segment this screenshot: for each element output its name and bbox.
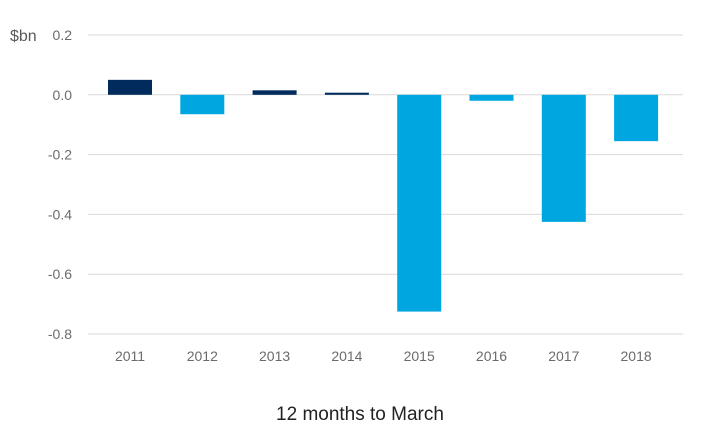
x-tick-label: 2014 bbox=[331, 348, 362, 364]
bar-2014 bbox=[324, 92, 369, 95]
y-tick-label: -0.4 bbox=[48, 206, 72, 222]
y-tick-label: -0.8 bbox=[48, 326, 72, 342]
x-tick-label: 2015 bbox=[404, 348, 435, 364]
y-axis-ticks: 0.2 0.0 -0.2 -0.4 -0.6 -0.8 bbox=[48, 27, 72, 342]
gridlines bbox=[88, 34, 683, 335]
x-axis-ticks: 2011 2012 2013 2014 2015 2016 2017 2018 bbox=[115, 348, 652, 364]
bar-2011 bbox=[108, 79, 152, 95]
bar-2013 bbox=[252, 90, 297, 95]
x-tick-label: 2012 bbox=[187, 348, 218, 364]
x-tick-label: 2011 bbox=[115, 348, 145, 364]
x-tick-label: 2016 bbox=[476, 348, 507, 364]
bar-2015 bbox=[397, 94, 442, 312]
x-tick-label: 2013 bbox=[259, 348, 290, 364]
x-axis-label: 12 months to March bbox=[276, 404, 444, 425]
y-tick-label: -0.2 bbox=[48, 147, 72, 163]
bar-2018 bbox=[614, 94, 659, 142]
bar-2012 bbox=[180, 94, 225, 115]
y-axis-label: $bn bbox=[10, 28, 37, 45]
y-tick-label: -0.6 bbox=[48, 266, 72, 282]
bar-2017 bbox=[541, 94, 586, 222]
y-tick-label: 0.2 bbox=[53, 27, 73, 43]
bars bbox=[108, 79, 659, 312]
x-tick-label: 2018 bbox=[621, 348, 652, 364]
bar-2016 bbox=[469, 94, 514, 101]
y-tick-label: 0.0 bbox=[53, 87, 73, 103]
x-tick-label: 2017 bbox=[548, 348, 579, 364]
